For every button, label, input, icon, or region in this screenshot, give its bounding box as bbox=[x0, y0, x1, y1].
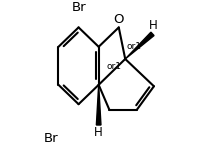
Text: Br: Br bbox=[71, 1, 86, 14]
Polygon shape bbox=[125, 32, 154, 59]
Text: or1: or1 bbox=[127, 42, 142, 51]
Text: O: O bbox=[113, 13, 123, 26]
Text: Br: Br bbox=[44, 132, 59, 145]
Text: H: H bbox=[149, 19, 158, 32]
Text: or1: or1 bbox=[106, 62, 122, 71]
Text: H: H bbox=[94, 126, 103, 139]
Polygon shape bbox=[96, 85, 101, 125]
